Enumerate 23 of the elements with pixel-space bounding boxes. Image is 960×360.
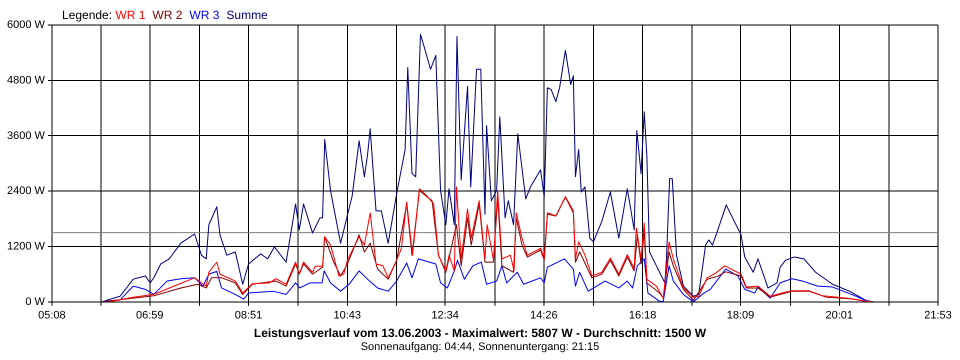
y-tick-label: 4800 W xyxy=(6,74,46,86)
x-tick-label: 08:51 xyxy=(234,309,262,322)
text: Leistungsverlauf vom 13.06.2003 - Maximalwert: 5807 W - Durchschnitt: 1500 W xyxy=(252,326,708,340)
text: Sonnenaufgang: 04:44, Sonnenuntergang: 21:15 xyxy=(360,341,600,353)
text: Summe xyxy=(226,8,268,22)
x-tick-label: 12:34 xyxy=(431,309,459,322)
x-tick-label: 10:43 xyxy=(334,309,362,322)
text: WR 3 xyxy=(189,8,220,22)
x-tick-label: 20:01 xyxy=(825,309,854,322)
x-tick-label: 14:26 xyxy=(530,309,558,322)
text: WR 2 xyxy=(152,8,182,22)
y-tick-label: 3600 W xyxy=(6,130,46,142)
y-tick-label: 0 W xyxy=(25,296,46,308)
y-tick-label: 6000 W xyxy=(6,19,46,32)
y-tick-label: 1200 W xyxy=(6,240,46,252)
text: WR 1 xyxy=(115,8,146,22)
x-tick-label: 21:53 xyxy=(924,309,952,322)
x-tick-label: 16:18 xyxy=(628,309,656,322)
x-tick-label: 06:59 xyxy=(136,309,164,322)
y-tick-label: 2400 W xyxy=(6,185,46,198)
x-tick-label: 18:09 xyxy=(726,309,754,322)
legend-title: Legende: xyxy=(62,8,114,22)
x-tick-label: 05:08 xyxy=(38,309,66,322)
